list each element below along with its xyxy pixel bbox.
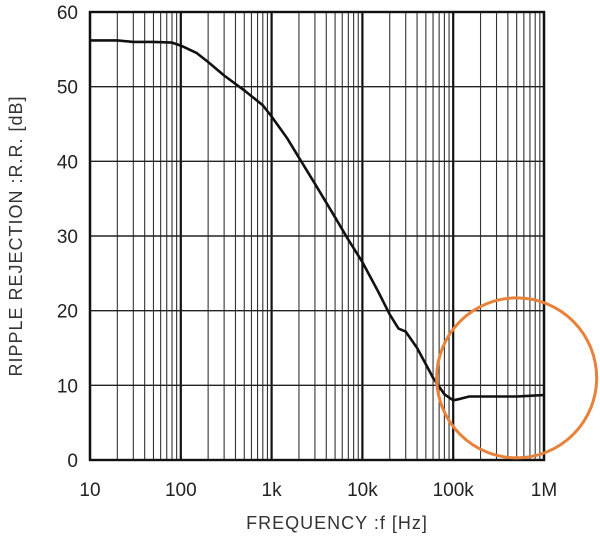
y-tick-label: 60 [57, 3, 78, 24]
y-tick-label: 20 [57, 302, 78, 323]
ripple-rejection-line [90, 39, 545, 402]
x-tick-label: 1k [262, 480, 283, 501]
y-tick-label: 40 [57, 152, 78, 173]
y-tick-label: 0 [67, 451, 78, 472]
y-tick-label: 30 [57, 227, 78, 248]
y-tick-label: 10 [57, 376, 78, 397]
y-tick-label: 50 [57, 78, 78, 99]
x-tick-label: 10 [79, 480, 100, 501]
x-axis-title: FREQUENCY :f [Hz] [246, 513, 428, 533]
x-tick-label: 1M [531, 480, 557, 501]
x-tick-label: 10k [347, 480, 378, 501]
y-axis-title: RIPPLE REJECTION :R.R. [dB] [6, 95, 26, 376]
x-tick-label: 100k [433, 480, 475, 501]
plot-frame [88, 10, 546, 462]
x-tick-label: 100 [165, 480, 197, 501]
highlight-circle [435, 296, 599, 460]
